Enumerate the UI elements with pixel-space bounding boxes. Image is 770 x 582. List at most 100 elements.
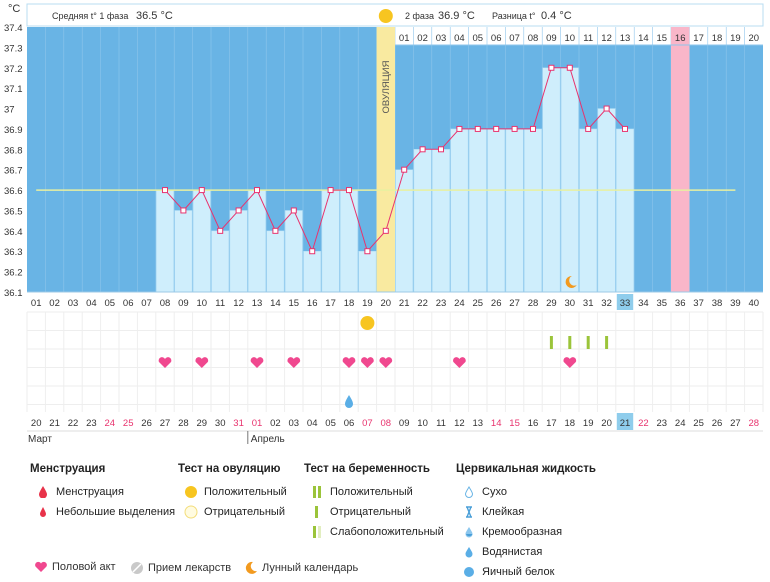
- date-label: 13: [473, 418, 484, 429]
- y-tick-label: 36.3: [4, 247, 23, 258]
- cycle-day-label: 36: [675, 298, 686, 309]
- heart-icon: [195, 357, 209, 368]
- temperature-point: [585, 125, 592, 132]
- temperature-point: [603, 105, 610, 112]
- date-label: 25: [693, 418, 704, 429]
- date-label: 01: [252, 418, 263, 429]
- pill-icon: [126, 561, 148, 575]
- heart-icon: [563, 357, 577, 368]
- date-label: 28: [178, 418, 189, 429]
- heart-icon: [287, 357, 301, 368]
- cycle-day-label: 16: [307, 298, 318, 309]
- cycle-day-label: 24: [454, 298, 465, 309]
- empty-drop-icon: [456, 486, 482, 498]
- legend-pregnancy-negative: Отрицательный: [304, 502, 444, 522]
- cycle-day-label: 26: [491, 298, 502, 309]
- date-label: 09: [399, 418, 410, 429]
- temperature-column: [450, 128, 469, 293]
- temperature-point: [382, 227, 389, 234]
- phase2-day-label: 05: [473, 33, 484, 44]
- heart-icon: [158, 357, 172, 368]
- date-label: 06: [344, 418, 355, 429]
- date-label: 15: [509, 418, 520, 429]
- temperature-column: [321, 189, 340, 293]
- cycle-day-label: 21: [399, 298, 410, 309]
- temperature-column: [266, 230, 285, 293]
- circle-filled-icon: [178, 485, 204, 499]
- legend-sex: Половой акт: [30, 561, 116, 573]
- date-label: 22: [638, 418, 649, 429]
- legend-label: Небольшие выделения: [56, 506, 176, 518]
- date-label: 24: [675, 418, 686, 429]
- temperature-point: [346, 187, 352, 194]
- heart-icon: [342, 357, 356, 368]
- legend-menstruation-title: Менструация: [30, 463, 106, 475]
- temperature-column: [156, 189, 174, 293]
- legend-label: Отрицательный: [204, 506, 285, 518]
- phase2-label: 2 фаза: [405, 11, 434, 21]
- y-tick-label: 36.9: [4, 125, 23, 136]
- phase2-day-label: 12: [601, 33, 612, 44]
- temperature-point: [474, 125, 481, 132]
- date-label: 04: [307, 418, 318, 429]
- cycle-day-label: 19: [362, 298, 373, 309]
- phase2-day-label: 02: [417, 33, 428, 44]
- header-bar: [26, 3, 764, 27]
- phase1-label: Средняя t° 1 фаза: [52, 11, 128, 21]
- temperature-point: [548, 64, 555, 71]
- date-label: 03: [289, 418, 300, 429]
- temperature-column: [192, 189, 211, 293]
- temperature-column: [468, 128, 487, 293]
- legend-label: Сухо: [482, 486, 507, 498]
- date-label: 18: [565, 418, 576, 429]
- temperature-point: [254, 187, 260, 194]
- temperature-column: [303, 250, 322, 293]
- y-tick-label: 37.1: [4, 84, 23, 95]
- y-tick-label: 37.3: [4, 43, 23, 54]
- cycle-day-label: 05: [105, 298, 116, 309]
- water-drop-icon: [345, 395, 353, 408]
- legend-cervical-eggwhite: Яичный белок: [456, 562, 596, 582]
- date-label: 14: [491, 418, 502, 429]
- date-label: 23: [86, 418, 97, 429]
- temperature-column: [560, 67, 579, 293]
- y-tick-label: 37.2: [4, 64, 23, 75]
- temperature-column: [284, 210, 303, 293]
- cycle-day-label: 10: [197, 298, 208, 309]
- legend-ovulation-title: Тест на овуляцию: [178, 463, 281, 475]
- temperature-column: [487, 128, 506, 293]
- date-label: 12: [454, 418, 465, 429]
- faint-bar-icon: [304, 525, 330, 539]
- date-label: 24: [105, 418, 116, 429]
- legend-cervical-title: Цервикальная жидкость: [456, 463, 596, 475]
- date-label: 27: [730, 418, 741, 429]
- legend-spotting-item: Небольшие выделения: [30, 502, 175, 522]
- temperature-column: [211, 230, 230, 293]
- date-label: 02: [270, 418, 281, 429]
- temperature-point: [290, 207, 297, 214]
- cycle-day-label: 23: [436, 298, 447, 309]
- phase2-day-label: 19: [730, 33, 741, 44]
- legend-menstruation: Менструация Менструация Небольшие выделе…: [30, 463, 175, 522]
- phase2-day-label: 03: [436, 33, 447, 44]
- date-label: 11: [436, 418, 446, 429]
- date-label: 20: [31, 418, 42, 429]
- date-label: 29: [197, 418, 208, 429]
- y-tick-label: 36.2: [4, 268, 23, 279]
- temperature-point: [511, 125, 518, 132]
- temperature-column: [505, 128, 524, 293]
- phase2-day-label: 15: [657, 33, 668, 44]
- temperature-point: [566, 64, 573, 71]
- legend-ovulation-test: Тест на овуляцию Положительный Отрицател…: [178, 463, 287, 522]
- y-tick-label: 37.4: [4, 23, 23, 34]
- temperature-point: [162, 187, 168, 194]
- phase2-day-label: 16: [675, 33, 686, 44]
- temperature-point: [180, 207, 187, 214]
- cycle-day-label: 40: [749, 298, 760, 309]
- cycle-day-label: 25: [473, 298, 484, 309]
- heart-icon: [250, 357, 264, 368]
- date-label: 19: [583, 418, 594, 429]
- cycle-day-label: 34: [638, 298, 649, 309]
- temperature-column: [579, 128, 598, 293]
- date-label: 31: [233, 418, 244, 429]
